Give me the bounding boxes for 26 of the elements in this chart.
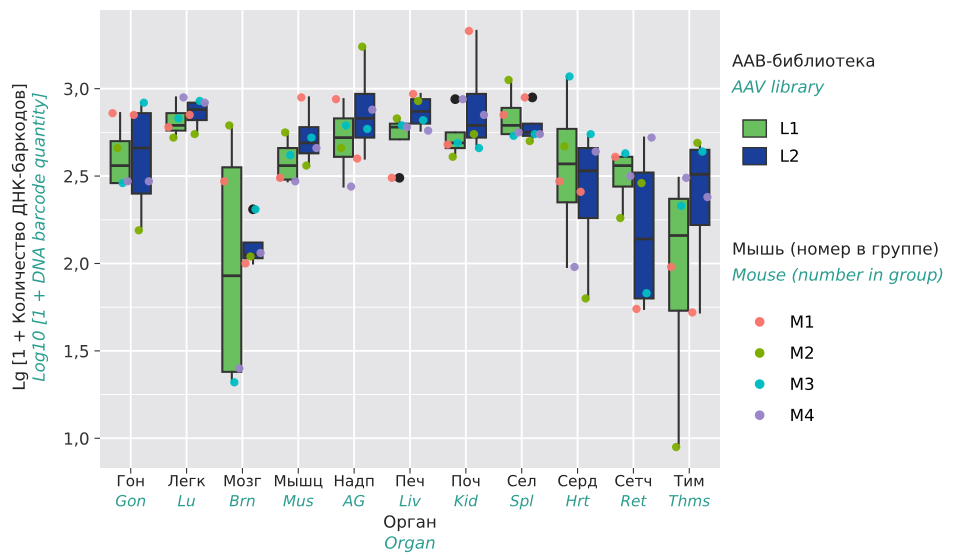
y-tick-label: 3,0: [64, 82, 88, 97]
x-tick-label: Сетч Ret: [615, 474, 652, 506]
legend-label: M1: [791, 316, 814, 328]
legend-label: M4: [791, 408, 814, 422]
x-tick-label: Сел Spl: [508, 474, 536, 510]
x-tick-label: Серд Hrt: [558, 474, 597, 506]
y-axis-title: Lg [1 + Количество ДНК-баркодов] Log10 [1 + DNA barcode quantity]: [12, 84, 48, 390]
y-tick-label: 2,0: [64, 257, 88, 272]
x-tick-label: Гон Gon: [116, 475, 146, 506]
x-tick-label: Надп AG: [334, 475, 374, 506]
x-tick-label: Мышц Mus: [274, 475, 322, 506]
x-tick-label: Тим Thms: [669, 475, 710, 506]
legend-title: ААВ-библиотека AAV library: [731, 54, 874, 96]
legend-label: L1: [781, 122, 798, 134]
y-tick-label: 1,5: [64, 345, 88, 360]
x-tick-label: Мозг Brn: [224, 475, 262, 506]
text: Мышь (номер в группе) Mouse (number in group): [732, 242, 942, 284]
legend-label: L2: [781, 149, 798, 162]
legend-label: M2: [791, 346, 813, 359]
x-tick-label: Печ Liv: [396, 475, 424, 506]
x-axis-title: Орган Organ: [384, 515, 436, 552]
legend-label: M3: [791, 378, 814, 390]
x-tick-label: Поч Kid: [452, 475, 480, 506]
x-tick-label: Легк Lu: [168, 475, 206, 506]
y-tick-label: 2,5: [64, 170, 88, 184]
y-tick-label: 1,0: [64, 432, 88, 447]
